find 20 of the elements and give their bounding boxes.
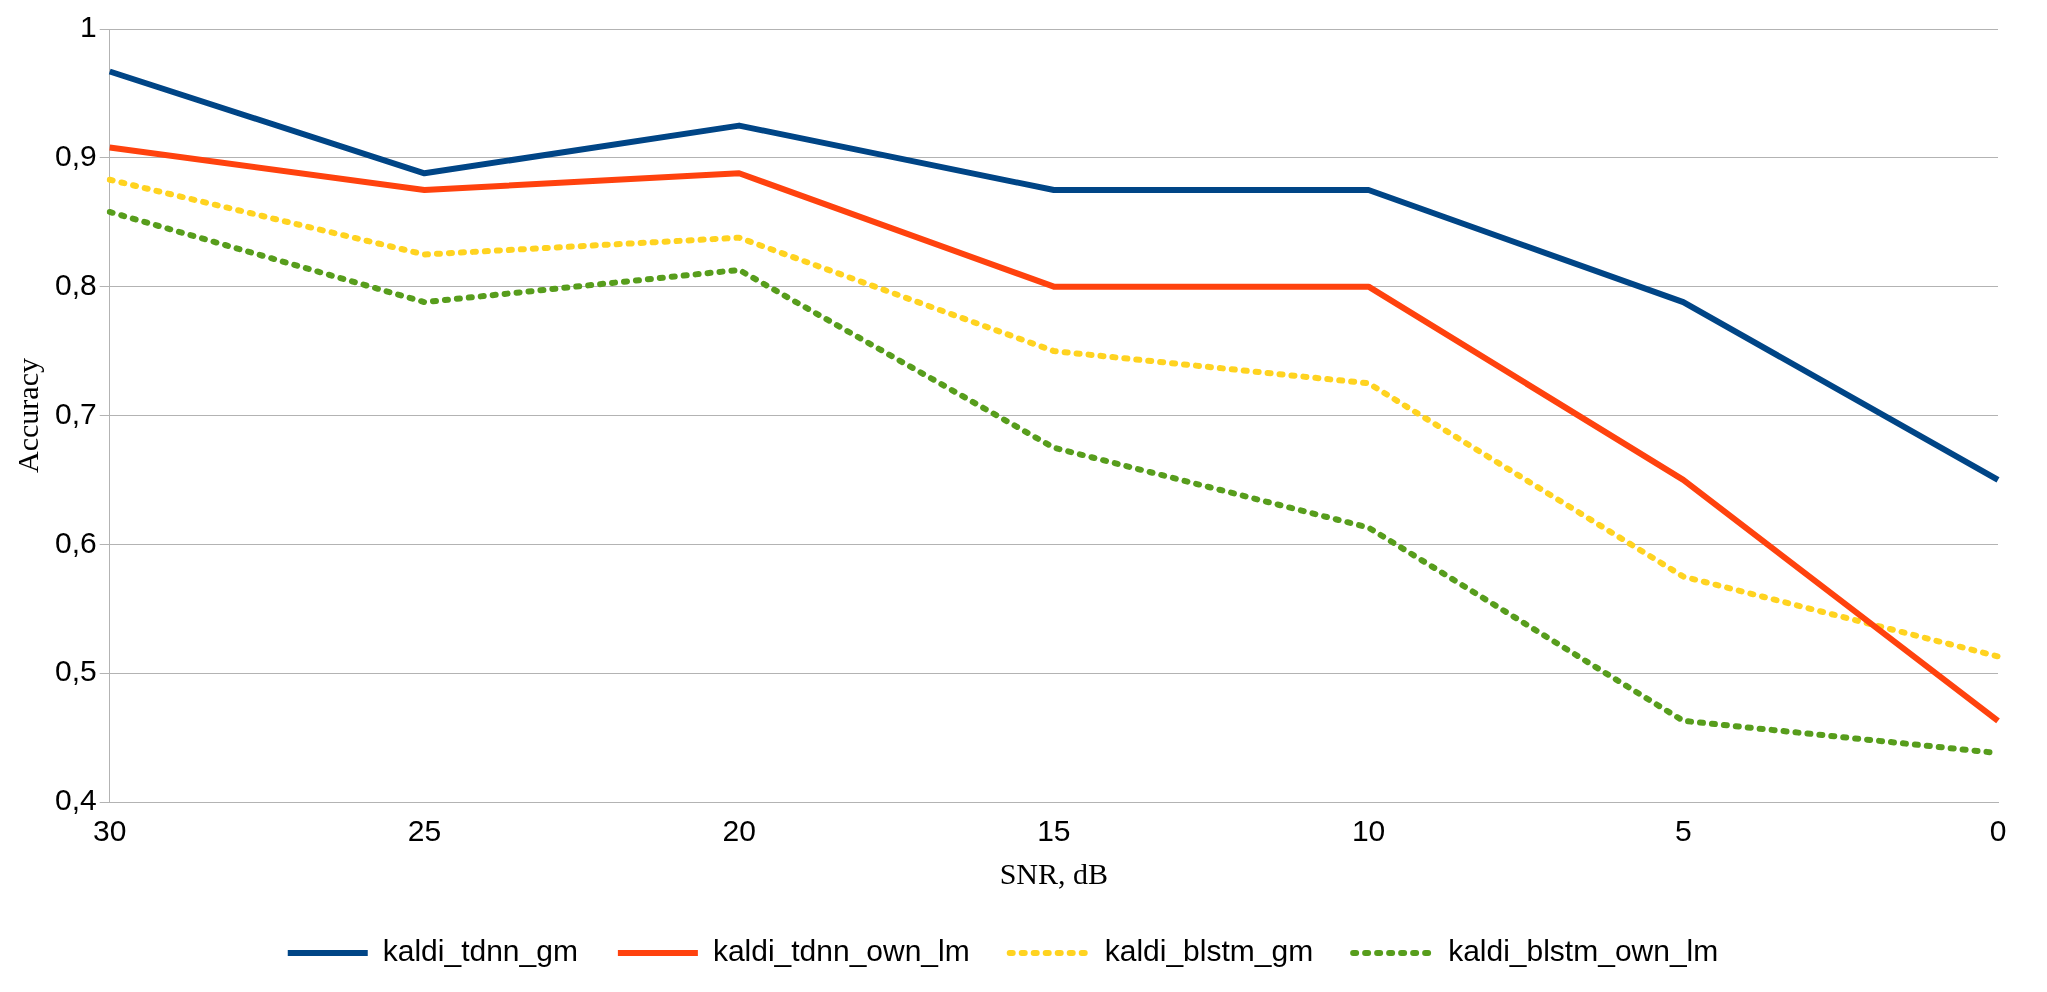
x-tick-label: 30 [93, 814, 127, 848]
legend-label: kaldi_tdnn_own_lm [712, 934, 970, 968]
y-tick-label: 0,4 [54, 783, 97, 817]
legend-label: kaldi_blstm_own_lm [1448, 934, 1719, 968]
x-axis-title: SNR, dB [999, 856, 1109, 890]
x-tick-label: 0 [1989, 814, 2007, 848]
y-tick-label: 1 [80, 10, 97, 44]
legend-label: kaldi_tdnn_gm [382, 934, 578, 968]
x-tick-label: 25 [407, 814, 442, 848]
x-tick-label: 20 [722, 814, 756, 848]
y-tick-label: 0,5 [54, 654, 97, 688]
legend-label: kaldi_blstm_gm [1104, 934, 1314, 968]
y-tick-label: 0,7 [54, 396, 97, 430]
y-axis-title: Accuracy [10, 358, 44, 473]
x-tick-label: 5 [1674, 814, 1692, 848]
y-tick-label: 0,9 [54, 139, 97, 173]
y-tick-label: 0,8 [54, 267, 97, 301]
x-tick-label: 10 [1351, 814, 1386, 848]
x-tick-label: 15 [1037, 814, 1071, 848]
y-tick-label: 0,6 [54, 525, 97, 559]
